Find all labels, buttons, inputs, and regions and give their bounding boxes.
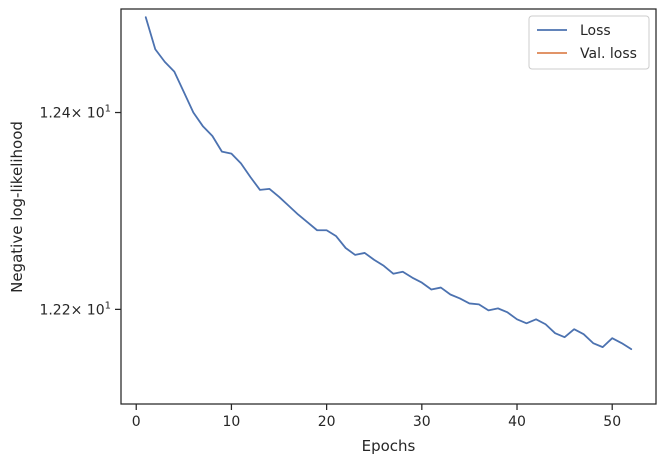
legend-label-val-loss: Val. loss [580,46,637,62]
y-tick-label: 1.24× 101 [39,104,111,122]
x-tick-label: 0 [132,414,141,430]
series-layer [144,16,633,351]
x-axis-label: Epochs [362,437,416,455]
x-tick-label: 50 [603,414,621,430]
plot-frame [120,8,657,405]
x-tick-label: 40 [508,414,526,430]
x-tick-label: 10 [223,414,241,430]
y-tick-label: 1.22× 101 [39,300,111,318]
y-axis-label: Negative log-likelihood [8,121,26,293]
x-tick-label: 30 [413,414,431,430]
plot-area [121,9,656,404]
legend: Loss Val. loss [528,15,650,70]
legend-label-loss: Loss [580,23,611,39]
x-tick-label: 20 [318,414,336,430]
series-line-loss [144,16,633,351]
x-axis: 0 10 20 30 40 50 [132,404,621,430]
